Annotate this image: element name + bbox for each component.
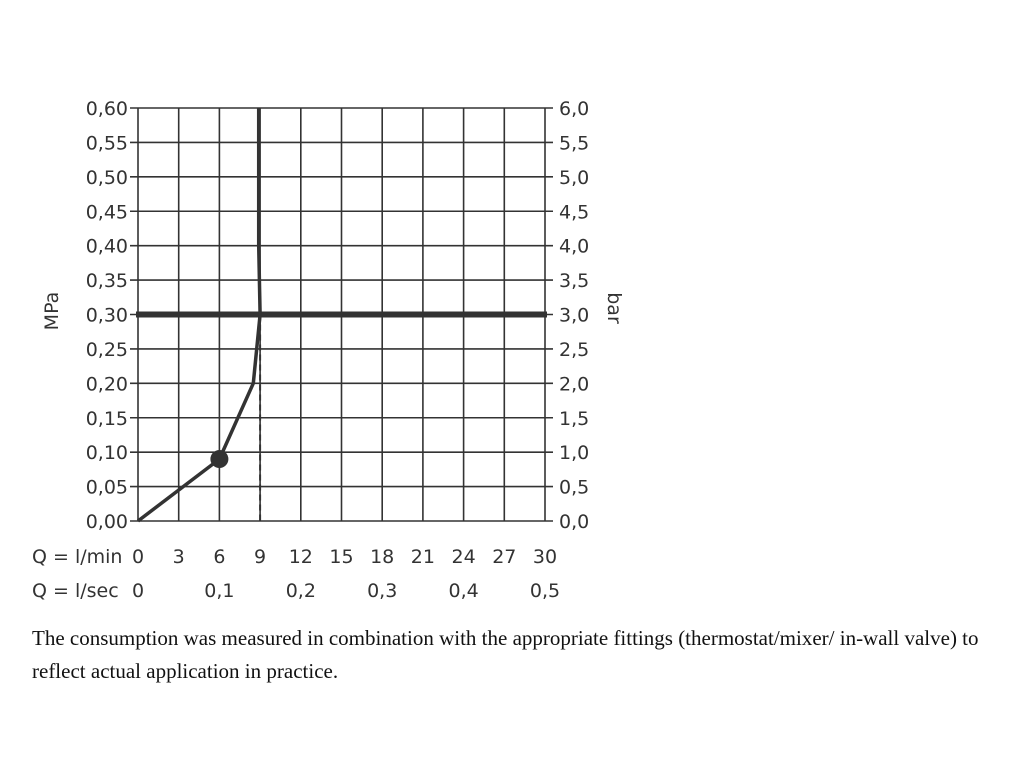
- right-tick-label: 5,5: [559, 132, 589, 154]
- left-tick-label: 0,50: [86, 167, 128, 189]
- flow-curve: [136, 108, 262, 523]
- x-tick-label-lmin: 27: [492, 546, 516, 568]
- left-tick-label: 0,05: [86, 477, 128, 499]
- chart-marks: [136, 108, 547, 523]
- left-tick-label: 0,20: [86, 373, 128, 395]
- left-tick-label: 0,30: [86, 305, 128, 327]
- left-tick-label: 0,00: [86, 511, 128, 533]
- flow-pressure-chart: MPa bar Q = l/min Q = l/sec 0,000,050,10…: [32, 98, 625, 602]
- right-tick-label: 4,5: [559, 201, 589, 223]
- left-tick-label: 0,15: [86, 408, 128, 430]
- right-tick-label: 3,0: [559, 305, 589, 327]
- right-tick-label: 6,0: [559, 98, 589, 120]
- x-tick-label-lmin: 6: [213, 546, 225, 568]
- x-axis-lmin-label: Q = l/min: [32, 546, 122, 568]
- left-axis-label: MPa: [41, 292, 63, 331]
- x-tick-label-lmin: 9: [254, 546, 266, 568]
- x-tick-label-lsec: 0,3: [367, 580, 397, 602]
- right-tick-label: 1,5: [559, 408, 589, 430]
- right-tick-label: 5,0: [559, 167, 589, 189]
- x-tick-label-lmin: 18: [370, 546, 394, 568]
- left-tick-label: 0,45: [86, 201, 128, 223]
- x-tick-label-lmin: 3: [173, 546, 185, 568]
- right-tick-label: 3,5: [559, 270, 589, 292]
- right-tick-label: 2,0: [559, 373, 589, 395]
- flow-marker-point: [210, 450, 229, 469]
- x-tick-label-lmin: 15: [329, 546, 353, 568]
- right-axis-label: bar: [603, 292, 625, 324]
- left-tick-label: 0,40: [86, 236, 128, 258]
- right-tick-label: 0,0: [559, 511, 589, 533]
- x-tick-label-lsec: 0,1: [204, 580, 234, 602]
- x-tick-label-lmin: 30: [533, 546, 557, 568]
- x-tick-label-lmin: 24: [452, 546, 476, 568]
- right-tick-label: 2,5: [559, 339, 589, 361]
- x-tick-label-lsec: 0: [132, 580, 144, 602]
- x-tick-label-lmin: 0: [132, 546, 144, 568]
- right-tick-label: 0,5: [559, 477, 589, 499]
- left-tick-label: 0,25: [86, 339, 128, 361]
- caption-text: The consumption was measured in combinat…: [32, 626, 979, 683]
- x-tick-label-lsec: 0,5: [530, 580, 560, 602]
- x-tick-label-lmin: 21: [411, 546, 435, 568]
- x-tick-label-lmin: 12: [289, 546, 313, 568]
- x-axis-lsec-label: Q = l/sec: [32, 580, 119, 602]
- left-tick-label: 0,60: [86, 98, 128, 120]
- left-tick-label: 0,55: [86, 132, 128, 154]
- chart-labels: MPa bar Q = l/min Q = l/sec 0,000,050,10…: [32, 98, 625, 602]
- right-tick-label: 1,0: [559, 442, 589, 464]
- left-tick-label: 0,35: [86, 270, 128, 292]
- right-tick-label: 4,0: [559, 236, 589, 258]
- x-tick-label-lsec: 0,4: [448, 580, 478, 602]
- x-tick-label-lsec: 0,2: [286, 580, 316, 602]
- left-tick-label: 0,10: [86, 442, 128, 464]
